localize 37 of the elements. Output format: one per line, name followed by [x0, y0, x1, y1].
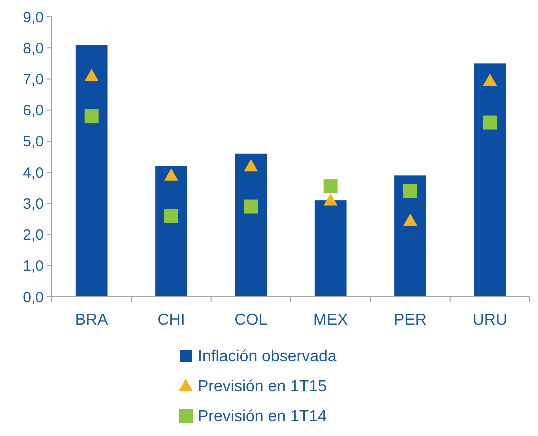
bar [76, 45, 108, 297]
y-tick-label: 4,0 [23, 164, 44, 182]
x-tick-label: URU [472, 312, 508, 329]
point [84, 69, 99, 82]
y-tick-label: 5,0 [23, 134, 44, 151]
y-tick-label: 2,0 [23, 227, 44, 244]
point [483, 116, 498, 130]
x-tick-label: MEX [313, 312, 348, 329]
y-tick-label: 8,0 [23, 40, 44, 58]
bar [474, 64, 506, 297]
point [244, 159, 258, 172]
bar [394, 176, 426, 297]
bar [156, 166, 188, 297]
bar [235, 154, 268, 297]
bar [314, 200, 347, 297]
x-tick-label: CHI [158, 312, 186, 329]
y-tick-label: 6,0 [23, 102, 44, 120]
x-tick-label: COL [234, 312, 268, 329]
point [404, 184, 418, 198]
point [324, 194, 338, 206]
point [324, 180, 338, 194]
y-tick-label: 1,0 [23, 258, 44, 276]
legend-label: Previsión en 1T15 [198, 378, 328, 396]
point [84, 110, 99, 124]
point [164, 168, 178, 181]
point [404, 214, 418, 226]
point [164, 209, 178, 224]
legend-label: Inflación observada [198, 348, 337, 366]
y-tick-label: 7,0 [23, 71, 44, 88]
point [483, 74, 498, 86]
x-tick-label: PER [394, 312, 427, 329]
y-tick-label: 3,0 [23, 196, 44, 213]
y-tick-label: 9,0 [23, 9, 44, 26]
legend-label: Previsión en 1T14 [198, 408, 328, 426]
y-tick-label: 0,0 [23, 289, 44, 306]
point [244, 200, 258, 214]
x-tick-label: BRA [75, 312, 109, 329]
